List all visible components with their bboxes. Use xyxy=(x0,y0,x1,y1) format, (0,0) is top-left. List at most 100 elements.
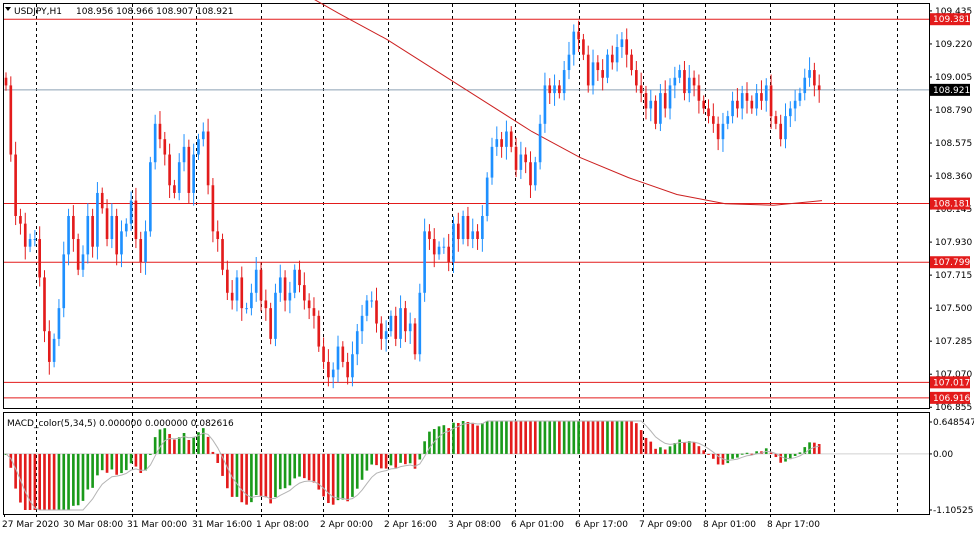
candle-layer xyxy=(4,20,821,389)
macd-histogram-bar xyxy=(365,453,369,471)
symbol-dropdown-icon[interactable] xyxy=(5,7,11,11)
level-price-label: 106.916 xyxy=(933,394,970,404)
candle-body xyxy=(760,93,763,101)
macd-histogram-bar xyxy=(418,453,422,460)
candle-body xyxy=(750,100,754,109)
indicator-frame xyxy=(3,412,930,515)
candle-body xyxy=(216,231,220,240)
candle-body xyxy=(33,239,37,241)
candle-body xyxy=(250,292,253,309)
macd-histogram-bar xyxy=(639,430,643,454)
candle-body xyxy=(538,123,542,163)
candle-body xyxy=(346,361,349,378)
candle-body xyxy=(798,93,802,101)
candle-body xyxy=(211,185,215,232)
macd-histogram-bar xyxy=(240,453,244,503)
label-layer: 108.921 109.381 108.181 107.799 107.017 106.9… xyxy=(930,13,970,404)
candle-body xyxy=(582,39,585,55)
x-axis-label: 3 Apr 08:00 xyxy=(448,520,501,530)
candle-body xyxy=(327,361,330,378)
macd-histogram-bar xyxy=(500,421,503,454)
macd-histogram-bar xyxy=(153,437,157,454)
macd-histogram-bar xyxy=(610,421,614,454)
candle-body xyxy=(47,331,51,362)
macd-histogram-bar xyxy=(250,453,253,503)
candle-body xyxy=(240,277,244,309)
candle-body xyxy=(192,154,195,193)
candle-body xyxy=(259,269,263,301)
macd-histogram-bar xyxy=(562,421,566,454)
macd-histogram-bar xyxy=(370,453,374,465)
x-axis-label: 30 Mar 08:00 xyxy=(63,520,123,530)
macd-histogram-bar xyxy=(509,421,513,454)
candle-body xyxy=(620,39,624,48)
macd-histogram-bar xyxy=(173,439,176,454)
macd-histogram-bar xyxy=(567,421,571,454)
candle-body xyxy=(221,239,224,270)
candle-body xyxy=(639,85,643,94)
candle-body xyxy=(408,323,412,332)
candle-body xyxy=(351,354,354,378)
macd-histogram-bar xyxy=(716,453,720,465)
candle-body xyxy=(813,70,816,86)
macd-histogram-bar xyxy=(124,453,128,471)
level-price-tag xyxy=(930,197,970,210)
candle-body xyxy=(803,77,807,94)
macd-histogram-bar xyxy=(327,453,330,504)
macd-histogram-bar xyxy=(139,453,143,474)
candle-body xyxy=(553,85,556,94)
macd-histogram-bar xyxy=(168,434,171,454)
macd-histogram-bar xyxy=(755,451,758,454)
macd-histogram-bar xyxy=(230,453,234,497)
price-tick-label: 107.715 xyxy=(935,271,972,281)
candle-body xyxy=(418,292,422,355)
candle-body xyxy=(712,116,715,124)
candle-body xyxy=(432,239,436,255)
macd-histogram-bar xyxy=(471,422,475,454)
macd-histogram-bar xyxy=(615,421,619,454)
macd-histogram-bar xyxy=(582,421,585,454)
price-tick-label: 106.855 xyxy=(935,403,972,413)
symbol-label[interactable]: USDJPY,H1 xyxy=(14,7,62,17)
macd-histogram-bar xyxy=(572,421,576,454)
candle-body xyxy=(81,254,85,270)
candle-body xyxy=(428,231,431,240)
candle-body xyxy=(177,162,181,193)
candle-body xyxy=(442,246,446,248)
candle-body xyxy=(529,162,532,186)
candle-body xyxy=(389,315,393,332)
candle-body xyxy=(370,300,374,302)
macd-histogram-bar xyxy=(793,453,797,456)
macd-histogram-bar xyxy=(211,451,215,454)
price-tick-label: 108.790 xyxy=(935,106,972,116)
candle-body xyxy=(687,77,691,94)
x-axis-label: 2 Apr 16:00 xyxy=(384,520,437,530)
candle-body xyxy=(678,70,681,78)
macd-histogram-bar xyxy=(644,437,648,454)
candle-body xyxy=(197,139,200,155)
candle-body xyxy=(505,131,508,147)
candle-body xyxy=(360,315,364,332)
macd-histogram-bar xyxy=(394,453,398,468)
macd-histogram-bar xyxy=(399,453,402,463)
macd-histogram-bar xyxy=(654,448,657,454)
candle-body xyxy=(62,254,66,309)
candle-body xyxy=(683,70,686,94)
candle-body xyxy=(461,215,465,240)
price-tick-label: 107.930 xyxy=(935,238,972,248)
macd-histogram-bar xyxy=(437,426,441,454)
macd-histogram-bar xyxy=(351,453,354,497)
x-axis-label: 31 Mar 16:00 xyxy=(192,520,252,530)
candle-body xyxy=(649,100,653,109)
price-tick-label: 108.360 xyxy=(935,172,972,182)
current-price-label: 108.921 xyxy=(933,86,970,96)
macd-histogram-bar xyxy=(216,453,220,463)
macd-histogram-bar xyxy=(43,453,46,510)
macd-histogram-bar xyxy=(201,428,205,454)
candle-body xyxy=(86,215,90,255)
candle-body xyxy=(226,269,229,293)
level-price-label: 107.017 xyxy=(933,378,970,388)
macd-histogram-bar xyxy=(447,428,451,454)
candle-body xyxy=(606,54,609,78)
